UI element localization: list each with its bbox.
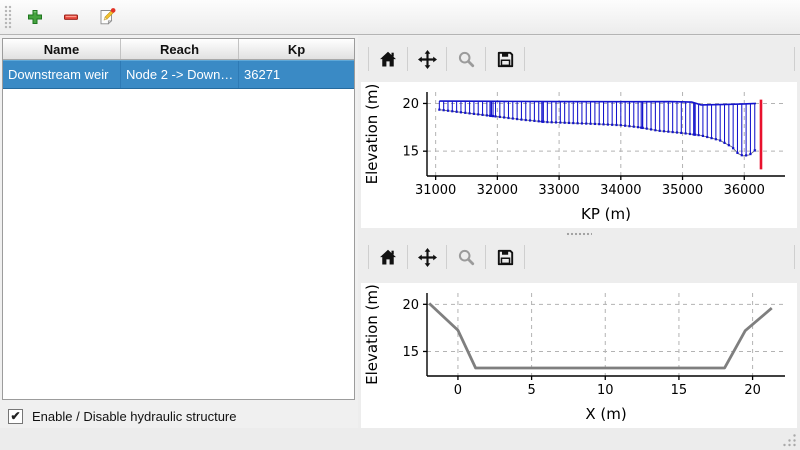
save-button[interactable] <box>490 243 520 271</box>
pan-icon <box>417 247 437 267</box>
save-button[interactable] <box>490 45 520 73</box>
svg-text:X (m): X (m) <box>585 405 626 423</box>
svg-text:20: 20 <box>402 97 419 112</box>
svg-text:34000: 34000 <box>600 183 641 198</box>
zoom-button[interactable] <box>451 45 481 73</box>
table-row[interactable]: Downstream weir Node 2 -> Down… 36271 <box>3 60 354 89</box>
home-icon <box>379 51 397 68</box>
charts-panel: 31000 32000 33000 34000 35000 36000 15 20 KP (m)… <box>358 36 800 428</box>
enable-structure-label: Enable / Disable hydraulic structure <box>32 408 237 424</box>
add-structure-button[interactable] <box>20 3 50 31</box>
save-icon <box>497 249 514 266</box>
pan-button[interactable] <box>412 45 442 73</box>
toolbar-separator <box>794 47 795 71</box>
pan-icon <box>417 49 437 69</box>
svg-text:15: 15 <box>671 383 688 398</box>
svg-text:5: 5 <box>527 383 535 398</box>
chart-splitter-handle[interactable] <box>566 232 592 237</box>
save-icon <box>497 51 514 68</box>
svg-text:KP (m): KP (m) <box>581 205 631 223</box>
toolbar-separator <box>485 245 486 269</box>
toolbar-separator <box>407 245 408 269</box>
profile-chart[interactable]: 31000 32000 33000 34000 35000 36000 15 20 KP (m)… <box>361 82 797 228</box>
home-button[interactable] <box>373 45 403 73</box>
resize-grip[interactable] <box>782 433 797 447</box>
column-header-name[interactable]: Name <box>3 39 121 59</box>
toolbar-separator <box>368 245 369 269</box>
column-header-kp[interactable]: Kp <box>287 41 306 57</box>
toolbar-separator <box>368 47 369 71</box>
cell-name[interactable]: Downstream weir <box>3 61 121 88</box>
plus-icon <box>27 9 43 25</box>
toolbar-separator <box>407 47 408 71</box>
svg-text:10: 10 <box>597 383 614 398</box>
svg-text:31000: 31000 <box>415 183 456 198</box>
cross-section-chart-toolbar <box>358 242 800 272</box>
svg-text:20: 20 <box>402 298 419 313</box>
edit-icon <box>97 7 117 27</box>
toolbar-separator <box>446 245 447 269</box>
column-header-reach[interactable]: Reach <box>121 39 239 59</box>
home-icon <box>379 249 397 266</box>
svg-text:15: 15 <box>402 145 419 160</box>
main-toolbar <box>0 0 800 35</box>
zoom-button[interactable] <box>451 243 481 271</box>
toolbar-separator <box>524 245 525 269</box>
magnifier-icon <box>458 51 475 68</box>
toolbar-separator <box>446 47 447 71</box>
status-bar <box>0 428 800 450</box>
enable-structure-checkbox[interactable]: ✔ <box>8 408 23 424</box>
remove-structure-button[interactable] <box>56 3 86 31</box>
svg-text:Elevation (m): Elevation (m) <box>363 284 381 385</box>
edit-structure-button[interactable] <box>92 3 122 31</box>
svg-text:Elevation (m): Elevation (m) <box>363 84 381 185</box>
cross-section-chart[interactable]: 0 5 10 15 20 15 20 X (m) Elevation (m) <box>361 283 797 428</box>
home-button[interactable] <box>373 243 403 271</box>
pan-button[interactable] <box>412 243 442 271</box>
svg-text:36000: 36000 <box>724 183 765 198</box>
svg-text:15: 15 <box>402 345 419 360</box>
toolbar-separator <box>485 47 486 71</box>
svg-text:20: 20 <box>744 383 761 398</box>
profile-chart-toolbar <box>358 44 800 74</box>
cell-kp[interactable]: 36271 <box>244 67 281 82</box>
svg-text:0: 0 <box>454 383 462 398</box>
minus-icon <box>63 9 79 25</box>
magnifier-icon <box>458 249 475 266</box>
structures-table: Name Reach Kp Downstream weir Node 2 -> … <box>2 38 355 400</box>
svg-text:32000: 32000 <box>477 183 518 198</box>
table-header: Name Reach Kp <box>3 39 354 60</box>
svg-text:35000: 35000 <box>662 183 703 198</box>
toolbar-separator <box>794 245 795 269</box>
enable-structure-row: ✔ Enable / Disable hydraulic structure <box>8 406 237 426</box>
toolbar-separator <box>524 47 525 71</box>
cell-reach[interactable]: Node 2 -> Down… <box>121 61 239 88</box>
svg-text:33000: 33000 <box>538 183 579 198</box>
toolbar-grip[interactable] <box>4 5 12 29</box>
